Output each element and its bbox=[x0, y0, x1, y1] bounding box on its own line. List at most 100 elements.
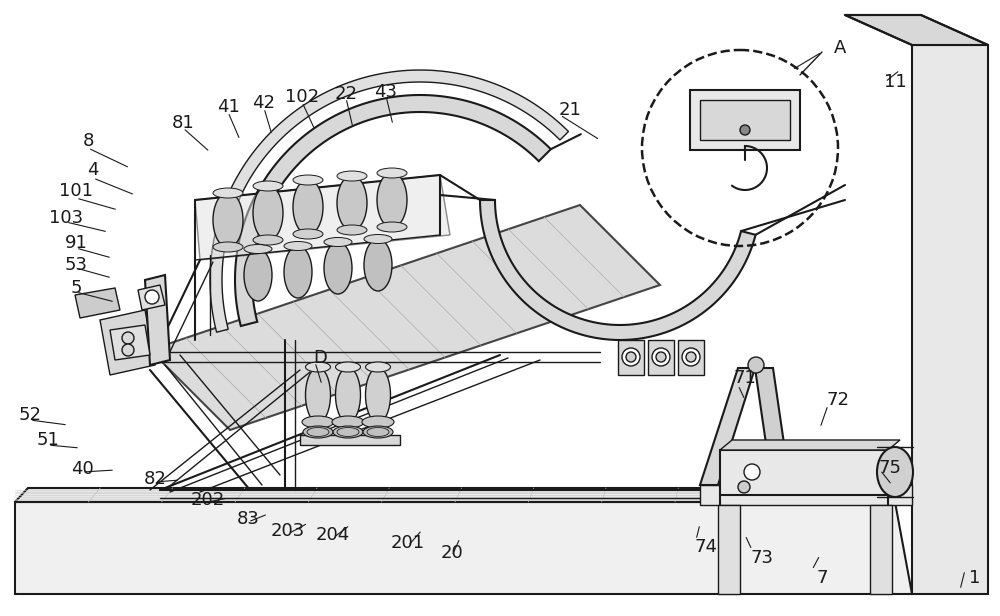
Polygon shape bbox=[300, 435, 400, 445]
Polygon shape bbox=[195, 175, 450, 260]
Ellipse shape bbox=[364, 239, 392, 291]
Text: 7: 7 bbox=[816, 569, 828, 587]
Text: 74: 74 bbox=[694, 538, 718, 556]
Ellipse shape bbox=[337, 171, 367, 181]
Text: 82: 82 bbox=[144, 470, 166, 488]
Ellipse shape bbox=[293, 175, 323, 185]
Polygon shape bbox=[100, 310, 155, 375]
Ellipse shape bbox=[253, 185, 283, 240]
Ellipse shape bbox=[284, 241, 312, 251]
Ellipse shape bbox=[336, 362, 360, 372]
Text: 4: 4 bbox=[87, 161, 99, 179]
Polygon shape bbox=[618, 340, 644, 375]
Circle shape bbox=[686, 352, 696, 362]
Ellipse shape bbox=[253, 181, 283, 191]
Text: 5: 5 bbox=[70, 279, 82, 297]
Text: 101: 101 bbox=[59, 182, 93, 200]
Ellipse shape bbox=[244, 249, 272, 301]
Polygon shape bbox=[718, 505, 740, 594]
Text: 21: 21 bbox=[559, 101, 581, 119]
Ellipse shape bbox=[284, 246, 312, 298]
Ellipse shape bbox=[306, 368, 330, 423]
Ellipse shape bbox=[302, 416, 334, 428]
Text: 204: 204 bbox=[316, 526, 350, 544]
Text: 40: 40 bbox=[71, 460, 93, 478]
Text: 83: 83 bbox=[237, 510, 259, 528]
Ellipse shape bbox=[324, 242, 352, 294]
Polygon shape bbox=[15, 488, 912, 502]
Polygon shape bbox=[110, 325, 150, 360]
Ellipse shape bbox=[363, 426, 393, 438]
Polygon shape bbox=[678, 340, 704, 375]
Polygon shape bbox=[700, 100, 790, 140]
Text: 75: 75 bbox=[879, 459, 902, 477]
Ellipse shape bbox=[366, 368, 390, 423]
Polygon shape bbox=[700, 368, 755, 485]
Polygon shape bbox=[648, 340, 674, 375]
Text: 8: 8 bbox=[82, 132, 94, 150]
Circle shape bbox=[652, 348, 670, 366]
Ellipse shape bbox=[877, 447, 913, 497]
Text: 20: 20 bbox=[441, 544, 463, 562]
Circle shape bbox=[626, 352, 636, 362]
Polygon shape bbox=[912, 45, 988, 594]
Text: 53: 53 bbox=[64, 256, 88, 274]
Ellipse shape bbox=[213, 242, 243, 252]
Text: 42: 42 bbox=[252, 94, 276, 112]
Polygon shape bbox=[870, 505, 892, 594]
Circle shape bbox=[122, 344, 134, 356]
Ellipse shape bbox=[337, 225, 367, 235]
Polygon shape bbox=[75, 288, 120, 318]
Text: 43: 43 bbox=[374, 83, 398, 101]
Polygon shape bbox=[700, 485, 912, 505]
Ellipse shape bbox=[364, 235, 392, 243]
Circle shape bbox=[122, 332, 134, 344]
Circle shape bbox=[738, 481, 750, 493]
Ellipse shape bbox=[293, 229, 323, 239]
Ellipse shape bbox=[377, 172, 407, 227]
Ellipse shape bbox=[213, 188, 243, 198]
Text: 52: 52 bbox=[18, 406, 42, 424]
Text: 73: 73 bbox=[750, 549, 774, 567]
Text: 22: 22 bbox=[334, 85, 358, 103]
Ellipse shape bbox=[293, 179, 323, 235]
Text: 201: 201 bbox=[391, 534, 425, 552]
Ellipse shape bbox=[333, 426, 363, 438]
Text: 203: 203 bbox=[271, 522, 305, 540]
Circle shape bbox=[145, 290, 159, 304]
Text: 72: 72 bbox=[826, 391, 850, 409]
Text: 41: 41 bbox=[217, 98, 239, 116]
Text: 102: 102 bbox=[285, 88, 319, 106]
Polygon shape bbox=[138, 285, 165, 310]
Circle shape bbox=[748, 357, 764, 373]
Ellipse shape bbox=[362, 416, 394, 428]
Text: D: D bbox=[313, 349, 327, 367]
Ellipse shape bbox=[253, 235, 283, 245]
Polygon shape bbox=[720, 440, 900, 450]
Text: 202: 202 bbox=[191, 491, 225, 509]
Polygon shape bbox=[145, 275, 170, 365]
Polygon shape bbox=[235, 95, 551, 326]
Polygon shape bbox=[150, 205, 660, 430]
Polygon shape bbox=[15, 502, 912, 594]
Ellipse shape bbox=[332, 416, 364, 428]
Ellipse shape bbox=[377, 168, 407, 178]
Polygon shape bbox=[480, 200, 756, 340]
Text: 81: 81 bbox=[172, 114, 194, 132]
Ellipse shape bbox=[244, 245, 272, 254]
Text: 103: 103 bbox=[49, 209, 83, 227]
Circle shape bbox=[740, 125, 750, 135]
Ellipse shape bbox=[303, 426, 333, 438]
Ellipse shape bbox=[306, 362, 330, 372]
Text: 1: 1 bbox=[969, 569, 981, 587]
Ellipse shape bbox=[324, 238, 352, 246]
Polygon shape bbox=[755, 368, 790, 485]
Text: 51: 51 bbox=[37, 431, 59, 449]
Ellipse shape bbox=[377, 222, 407, 232]
Circle shape bbox=[656, 352, 666, 362]
Circle shape bbox=[744, 464, 760, 480]
Ellipse shape bbox=[366, 362, 390, 372]
Ellipse shape bbox=[337, 176, 367, 230]
Polygon shape bbox=[210, 70, 568, 332]
Ellipse shape bbox=[213, 192, 243, 248]
